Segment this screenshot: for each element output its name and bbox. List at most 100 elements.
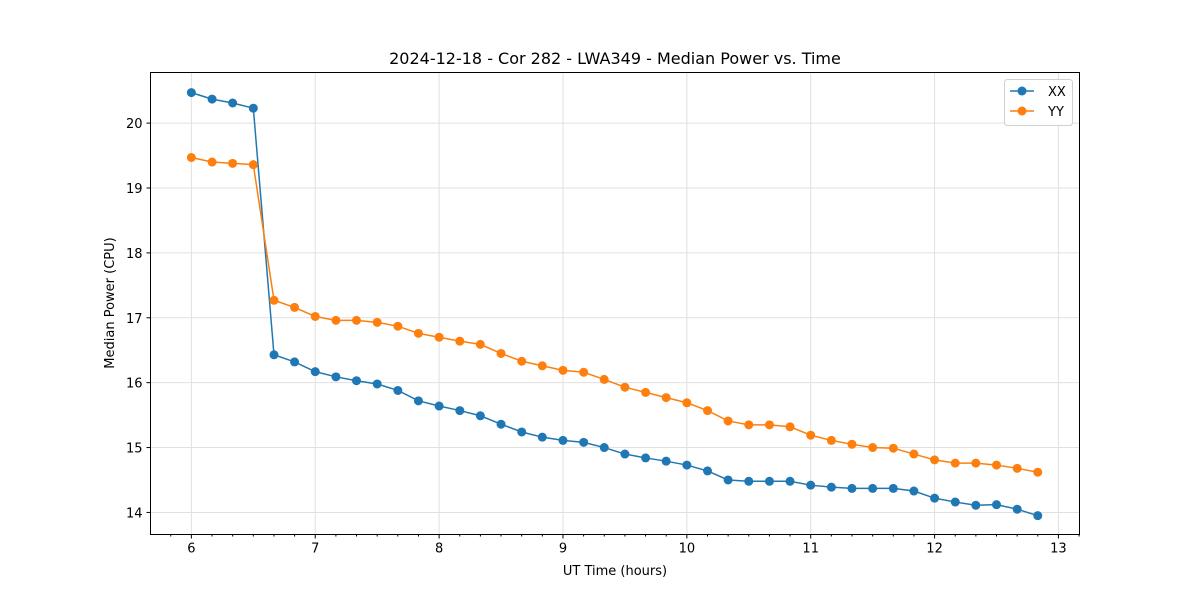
legend-label: XX	[1048, 85, 1066, 100]
data-point-yy	[826, 435, 836, 445]
legend-label: YY	[1047, 105, 1064, 120]
data-point-xx	[744, 476, 754, 486]
data-point-xx	[331, 372, 341, 382]
data-point-yy	[310, 311, 320, 321]
data-point-xx	[455, 406, 465, 416]
data-point-yy	[888, 443, 898, 453]
data-point-yy	[455, 336, 465, 346]
data-point-yy	[703, 406, 713, 416]
data-point-xx	[1012, 504, 1022, 514]
data-point-yy	[950, 458, 960, 468]
data-point-yy	[661, 393, 671, 403]
x-tick-label: 8	[435, 542, 443, 557]
data-point-xx	[888, 483, 898, 493]
grid	[150, 72, 1080, 535]
data-point-xx	[826, 482, 836, 492]
data-point-xx	[971, 500, 981, 510]
data-point-xx	[1033, 511, 1043, 521]
data-point-yy	[806, 430, 816, 440]
data-point-xx	[351, 376, 361, 386]
data-point-yy	[785, 422, 795, 432]
data-point-yy	[1033, 467, 1043, 477]
x-axis-label: UT Time (hours)	[563, 564, 667, 579]
data-point-yy	[579, 367, 589, 377]
data-point-xx	[992, 500, 1002, 510]
ticks: 6 7 8 9 10 11 12 13 14 15 16 17 18 19 20	[126, 117, 1080, 557]
data-point-xx	[764, 476, 774, 486]
data-point-xx	[269, 350, 279, 360]
data-point-xx	[558, 435, 568, 445]
data-point-xx	[682, 460, 692, 470]
data-point-xx	[517, 427, 527, 437]
y-axis-label: Median Power (CPU)	[103, 237, 118, 368]
data-point-yy	[764, 420, 774, 430]
data-point-yy	[641, 387, 651, 397]
data-point-yy	[723, 416, 733, 426]
data-point-xx	[310, 367, 320, 377]
data-point-xx	[475, 411, 485, 421]
data-point-yy	[558, 365, 568, 375]
plot-frame	[150, 72, 1080, 535]
data-point-xx	[413, 396, 423, 406]
y-tick-label: 20	[126, 117, 143, 132]
data-point-xx	[806, 480, 816, 490]
x-tick-label: 13	[1050, 542, 1067, 557]
data-point-xx	[537, 432, 547, 442]
data-point-xx	[723, 475, 733, 485]
legend-marker-xx	[1017, 86, 1027, 96]
data-point-yy	[186, 153, 196, 163]
data-point-xx	[372, 379, 382, 389]
data-point-yy	[909, 449, 919, 459]
data-point-yy	[847, 439, 857, 449]
data-point-xx	[661, 456, 671, 466]
y-tick-label: 15	[126, 442, 143, 457]
x-tick-label: 9	[559, 542, 567, 557]
data-point-yy	[992, 460, 1002, 470]
data-point-yy	[207, 157, 217, 167]
data-point-xx	[290, 357, 300, 367]
data-point-xx	[579, 437, 589, 447]
data-point-yy	[434, 332, 444, 342]
data-point-xx	[186, 88, 196, 98]
series-group	[186, 88, 1043, 521]
y-tick-label: 19	[126, 182, 143, 197]
data-point-xx	[248, 103, 258, 113]
data-point-xx	[620, 449, 630, 459]
data-point-yy	[372, 317, 382, 327]
data-point-yy	[868, 443, 878, 453]
data-point-yy	[682, 398, 692, 408]
data-point-xx	[950, 497, 960, 507]
data-point-yy	[228, 158, 238, 168]
data-point-yy	[930, 455, 940, 465]
data-point-yy	[537, 361, 547, 371]
data-point-yy	[620, 382, 630, 392]
data-point-xx	[228, 98, 238, 108]
legend-marker-yy	[1017, 106, 1027, 116]
x-tick-label: 6	[187, 542, 195, 557]
data-point-yy	[269, 295, 279, 305]
data-point-yy	[290, 302, 300, 312]
x-tick-label: 11	[802, 542, 819, 557]
data-point-xx	[909, 486, 919, 496]
data-point-xx	[393, 385, 403, 395]
data-point-xx	[207, 94, 217, 104]
y-tick-label: 17	[126, 312, 143, 327]
data-point-yy	[744, 420, 754, 430]
data-point-xx	[703, 466, 713, 476]
data-point-yy	[475, 339, 485, 349]
data-point-yy	[517, 356, 527, 366]
data-point-xx	[599, 443, 609, 453]
data-point-xx	[641, 453, 651, 463]
data-point-yy	[1012, 463, 1022, 473]
data-point-xx	[930, 493, 940, 503]
legend: XX YY	[1004, 79, 1073, 126]
data-point-yy	[248, 160, 258, 170]
data-point-xx	[785, 476, 795, 486]
y-tick-label: 18	[126, 247, 143, 262]
chart-title: 2024-12-18 - Cor 282 - LWA349 - Median P…	[389, 49, 841, 68]
x-tick-label: 12	[926, 542, 943, 557]
data-point-yy	[351, 315, 361, 325]
data-point-xx	[868, 483, 878, 493]
x-tick-label: 10	[679, 542, 696, 557]
